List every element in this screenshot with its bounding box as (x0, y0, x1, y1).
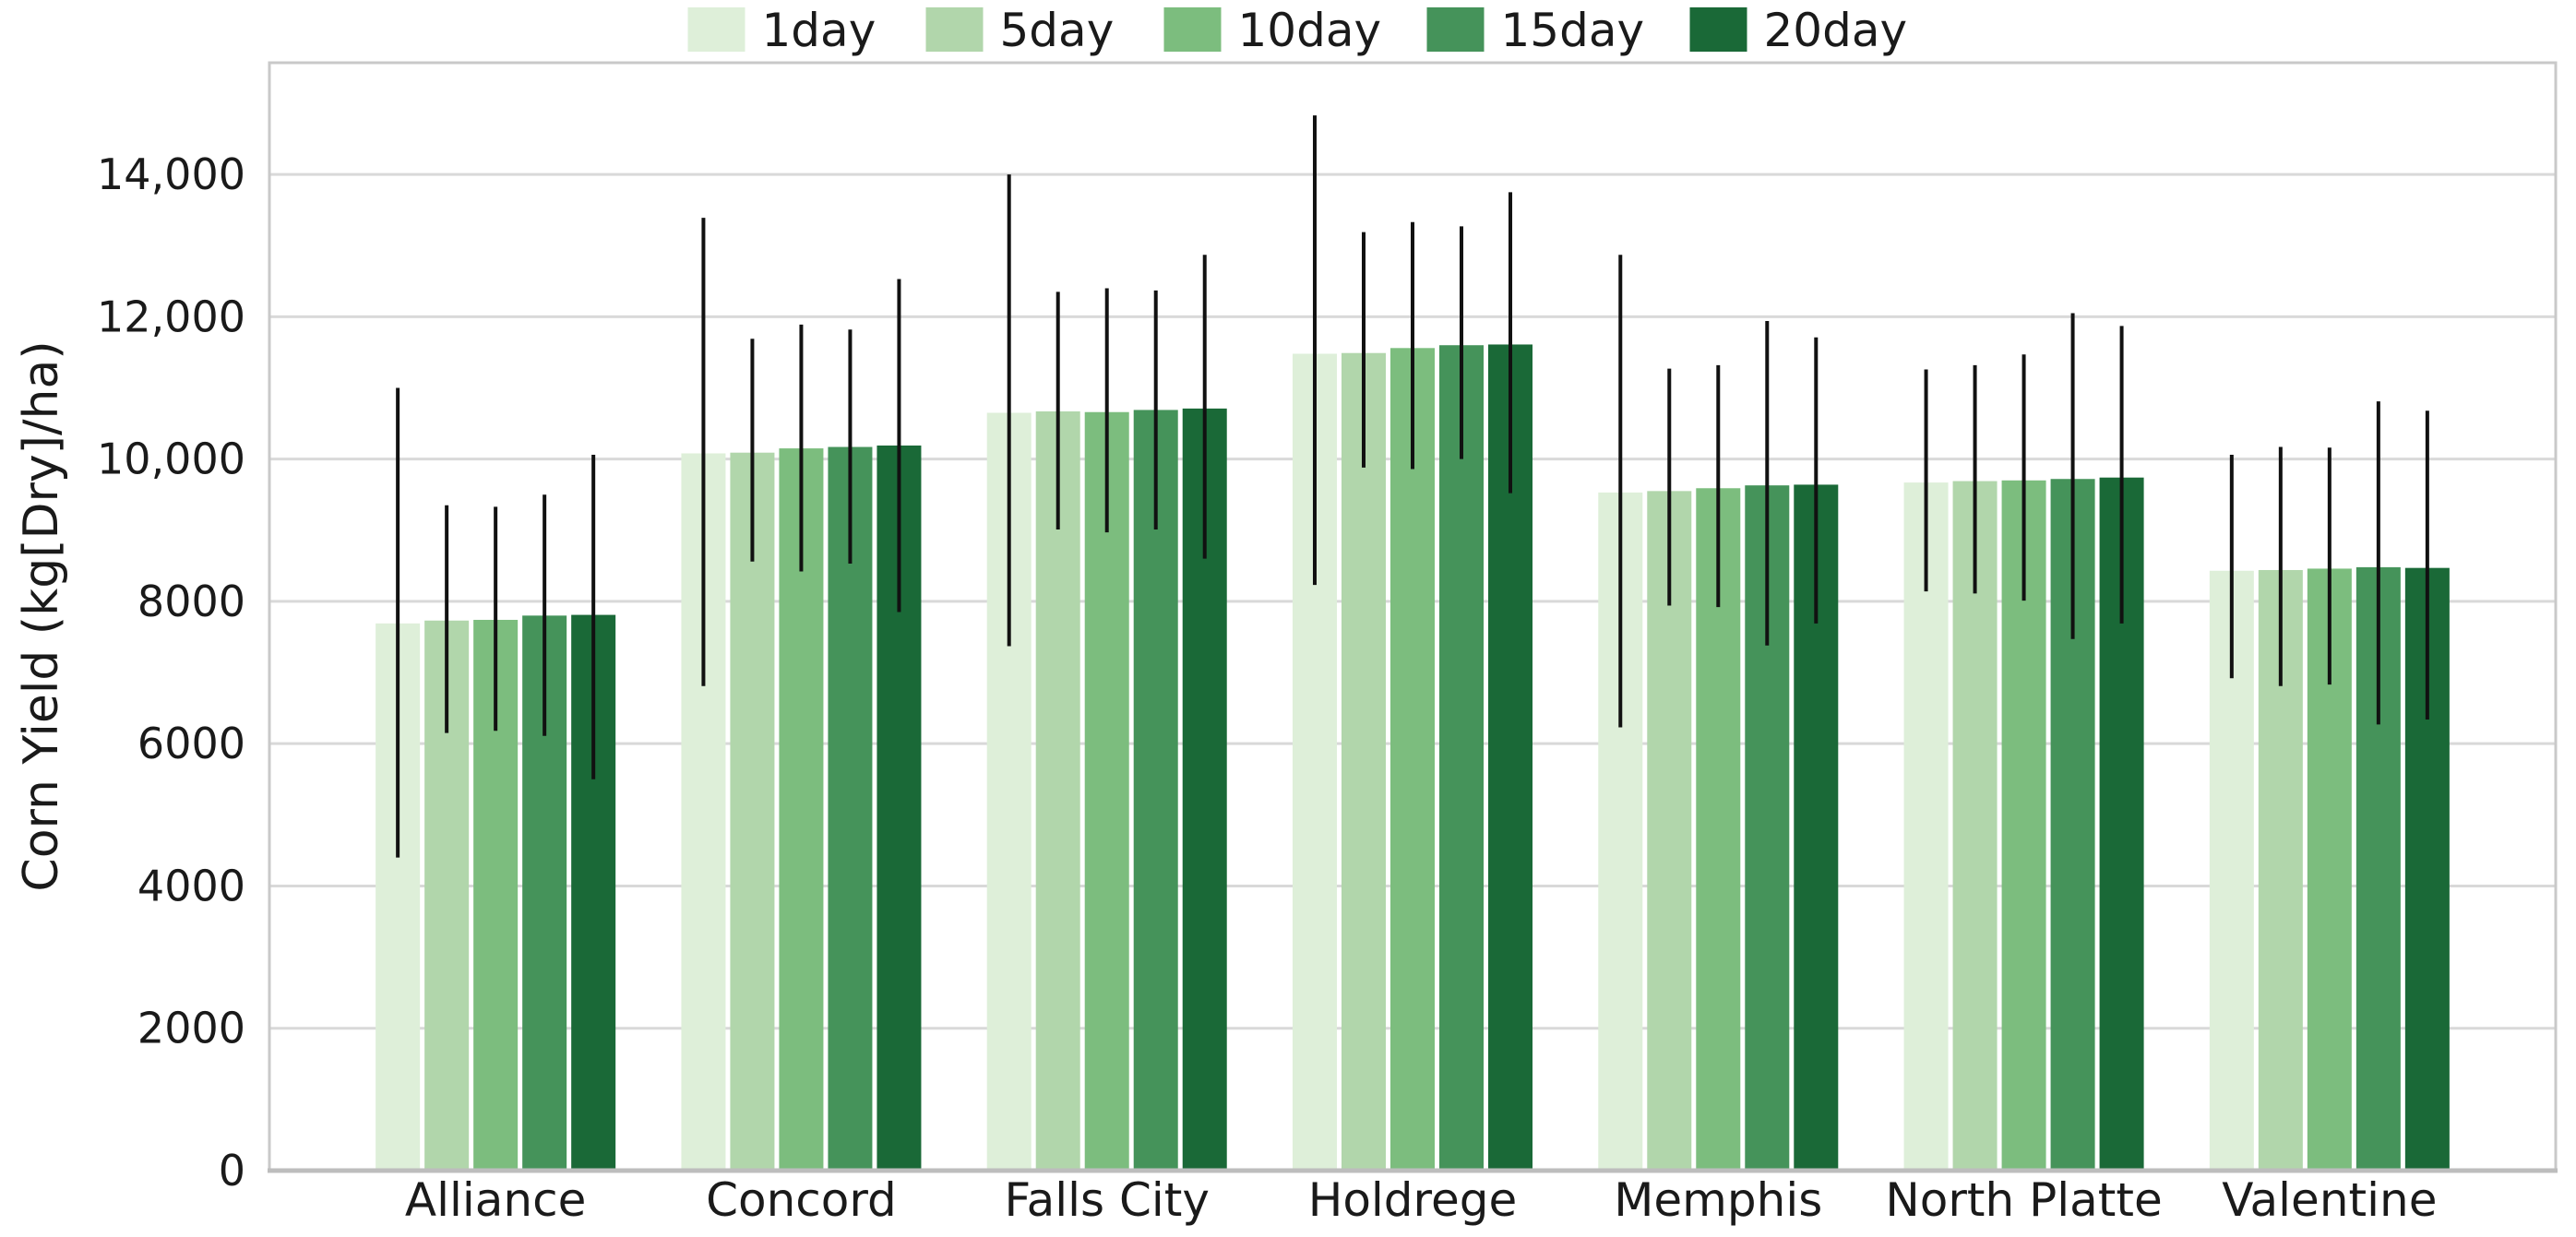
bar-north-platte-5day (1952, 481, 1998, 1171)
y-tick-label: 2000 (137, 1004, 245, 1053)
legend-label-20day: 20day (1764, 4, 1908, 57)
bar-falls-city-5day (1035, 410, 1080, 1172)
bar-north-platte-1day (1903, 482, 1949, 1171)
y-tick-label: 14,000 (97, 149, 245, 199)
error-bars-group (396, 115, 2429, 858)
legend-swatch-15day (1426, 7, 1485, 52)
legend-label-10day: 10day (1238, 4, 1382, 57)
bar-holdrege-5day (1341, 352, 1386, 1172)
bar-falls-city-15day (1133, 410, 1178, 1171)
plot-border-group (268, 61, 2558, 1173)
y-tick-label: 0 (219, 1146, 245, 1195)
legend-swatch-10day (1163, 7, 1222, 52)
x-tick-label: Alliance (405, 1173, 586, 1227)
bar-holdrege-10day (1389, 348, 1436, 1171)
legend-label-15day: 15day (1501, 4, 1645, 57)
legend-swatch-5day (925, 7, 984, 52)
x-tick-label: Falls City (1004, 1173, 1210, 1227)
y-tick-label: 12,000 (97, 291, 245, 341)
y-tick-labels-group: 0 2000 4000 6000 8000 10,000 12,000 14,000 (97, 149, 245, 1195)
y-axis-title: Corn Yield (kg[Dry]/ha) (14, 340, 69, 891)
x-tick-label: Memphis (1614, 1173, 1822, 1227)
legend-label-5day: 5day (1000, 4, 1115, 57)
legend-swatch-1day (687, 7, 745, 52)
x-tick-labels-group: Alliance Concord Falls City Holdrege Memphis… (405, 1173, 2438, 1227)
bar-holdrege-15day (1439, 345, 1485, 1171)
bar-falls-city-10day (1084, 411, 1129, 1172)
x-tick-label: Holdrege (1308, 1173, 1518, 1227)
x-tick-label: Valentine (2222, 1173, 2437, 1227)
legend: 1day 5day 10day 15day 20day (687, 4, 1908, 57)
x-tick-label: North Platte (1885, 1173, 2162, 1227)
legend-swatch-20day (1689, 7, 1747, 52)
y-tick-label: 4000 (137, 861, 245, 910)
bar-concord-15day (828, 446, 873, 1171)
y-tick-label: 10,000 (97, 434, 245, 484)
y-tick-label: 8000 (137, 577, 245, 626)
y-tick-label: 6000 (137, 719, 245, 768)
legend-label-1day: 1day (762, 4, 877, 57)
bar-concord-5day (730, 452, 775, 1171)
x-tick-label: Concord (706, 1173, 897, 1227)
